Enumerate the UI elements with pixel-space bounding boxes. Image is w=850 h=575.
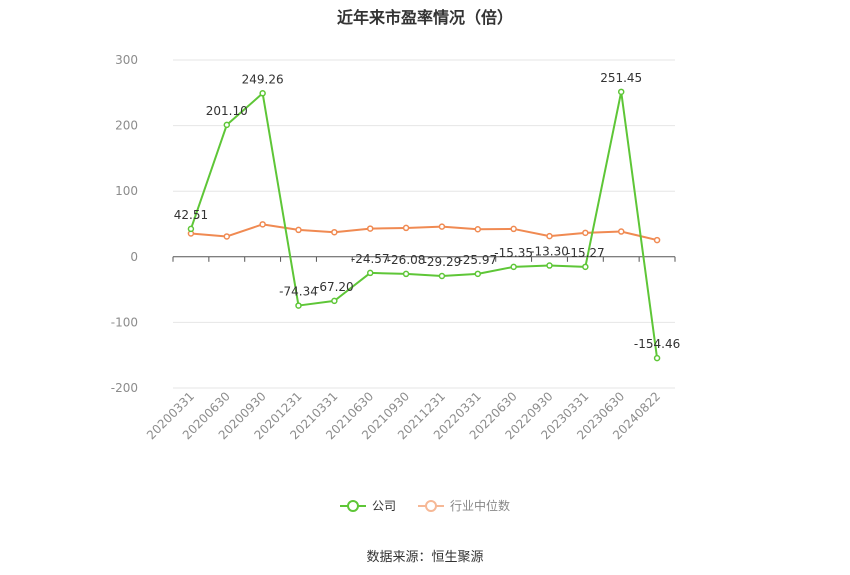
data-point-company (366, 269, 374, 277)
data-point-industry-median (438, 223, 446, 230)
series-lines (187, 88, 661, 362)
data-point-industry-median (546, 232, 553, 240)
data-point-company (438, 272, 446, 280)
data-label: -67.20 (315, 280, 354, 294)
data-label: 201.10 (206, 104, 248, 118)
data-point-company (259, 90, 266, 97)
legend-label-company: 公司 (371, 499, 396, 513)
legend: 公司 行业中位数 (0, 497, 850, 514)
data-label: 251.45 (600, 71, 642, 85)
data-point-company (617, 88, 625, 96)
legend-swatch-company (339, 499, 366, 513)
data-point-industry-median (331, 228, 338, 236)
data-label: -29.29 (423, 255, 462, 269)
data-point-industry-median (653, 236, 661, 244)
data-label: -74.34 (279, 285, 318, 299)
data-point-company (331, 297, 338, 305)
data-point-industry-median (366, 225, 374, 232)
legend-item-industry-median[interactable]: 行业中位数 (418, 497, 510, 514)
data-point-industry-median (617, 228, 625, 235)
series-line-company (189, 90, 659, 359)
data-point-company (402, 270, 410, 278)
data-point-industry-median (474, 225, 482, 233)
chart-title: 近年来市盈率情况（倍） (336, 8, 513, 27)
legend-swatch-industry-median (418, 499, 444, 513)
data-label: 249.26 (242, 72, 284, 86)
data-point-industry-median (223, 233, 231, 240)
legend-item-company[interactable]: 公司 (339, 497, 396, 514)
data-point-company (223, 121, 231, 129)
y-tick-label: -200 (111, 381, 138, 395)
data-point-company (187, 225, 195, 233)
line-chart: -200-10001002003002020033120200630202009… (111, 53, 680, 442)
data-point-company (295, 302, 302, 309)
y-tick-label: 100 (115, 184, 138, 198)
data-label: -26.08 (387, 253, 426, 267)
data-source: 数据来源：恒生聚源 (366, 550, 484, 565)
data-label: -24.57 (351, 252, 390, 266)
data-label: -154.46 (634, 337, 680, 351)
data-label: 42.51 (174, 208, 208, 222)
data-point-industry-median (582, 229, 589, 237)
data-point-industry-median (295, 226, 302, 234)
data-point-industry-median (510, 225, 517, 233)
y-tick-label: 300 (115, 53, 138, 67)
y-tick-label: 0 (130, 250, 138, 264)
data-label: -25.97 (458, 253, 497, 267)
data-point-company (653, 354, 661, 362)
data-point-industry-median (402, 224, 410, 232)
data-point-company (510, 263, 517, 271)
data-point-company (582, 263, 589, 271)
data-point-company (546, 262, 553, 269)
y-tick-label: -100 (111, 315, 138, 329)
y-tick-label: 200 (115, 119, 138, 133)
grid-lines (173, 59, 675, 389)
data-point-company (474, 270, 482, 278)
data-label: -15.27 (566, 246, 605, 260)
data-label: -15.35 (494, 246, 533, 260)
data-label: -13.30 (530, 245, 569, 259)
data-point-industry-median (259, 221, 266, 228)
data-labels: 42.51 201.10 249.26 -74.34-67.20 -24.57-26.0… (174, 71, 680, 351)
series-line-industry-median (190, 223, 658, 242)
legend-label-industry-median: 行业中位数 (450, 499, 511, 513)
